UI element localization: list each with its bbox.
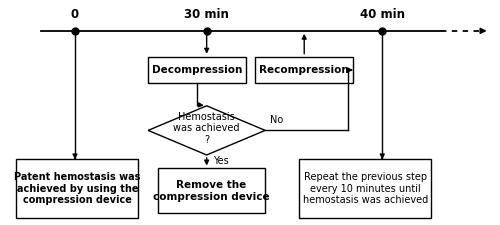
Text: 40 min: 40 min bbox=[360, 8, 405, 21]
FancyBboxPatch shape bbox=[256, 57, 353, 83]
Polygon shape bbox=[148, 106, 265, 155]
Text: Repeat the previous step
every 10 minutes until
hemostasis was achieved: Repeat the previous step every 10 minute… bbox=[302, 172, 428, 205]
Text: 30 min: 30 min bbox=[184, 8, 229, 21]
Text: No: No bbox=[270, 115, 283, 125]
Text: Patent hemostasis was
achieved by using the
compression device: Patent hemostasis was achieved by using … bbox=[14, 172, 140, 205]
FancyBboxPatch shape bbox=[148, 57, 246, 83]
Text: Yes: Yes bbox=[213, 155, 229, 166]
Text: 0: 0 bbox=[71, 8, 79, 21]
Text: Hemostasis
was achieved
?: Hemostasis was achieved ? bbox=[174, 112, 240, 145]
FancyBboxPatch shape bbox=[16, 160, 138, 218]
Text: Decompression: Decompression bbox=[152, 65, 242, 75]
Text: Remove the
compression device: Remove the compression device bbox=[153, 180, 270, 202]
Text: Recompression: Recompression bbox=[260, 65, 349, 75]
FancyBboxPatch shape bbox=[300, 160, 431, 218]
FancyBboxPatch shape bbox=[158, 168, 265, 213]
